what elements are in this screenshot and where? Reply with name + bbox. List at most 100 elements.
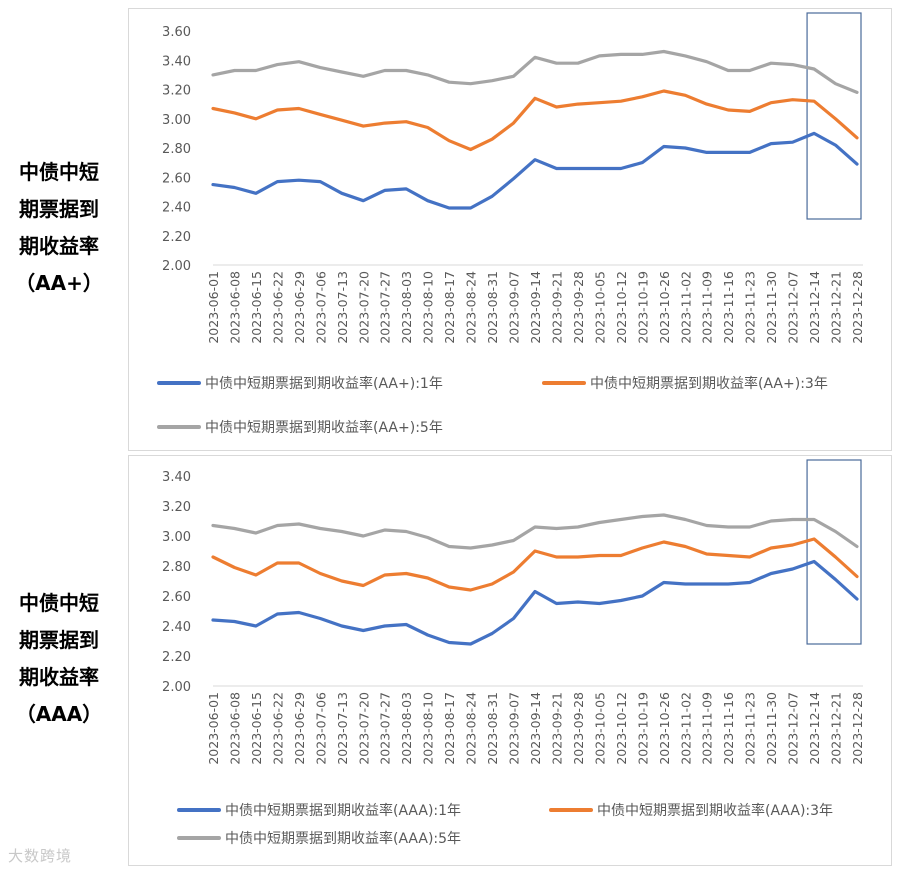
panel-1-label-line: 期收益率 <box>19 234 99 258</box>
x-tick-label: 2023-09-28 <box>571 692 586 765</box>
x-tick-label: 2023-12-07 <box>786 692 801 765</box>
chart-svg-aaa: 2.00 2.20 2.40 2.60 2.80 3.00 3.20 3.40 2023-06-… <box>162 459 865 847</box>
panel-2-label-line: 期收益率 <box>19 665 99 689</box>
y-tick-label: 2.80 <box>162 560 191 575</box>
y-tick-label: 2.00 <box>162 680 191 695</box>
x-tick-label: 2023-10-05 <box>592 692 607 765</box>
x-tick-label: 2023-08-24 <box>464 692 479 765</box>
series-line-3y <box>211 537 859 592</box>
x-tick-label: 2023-07-13 <box>335 271 350 344</box>
x-tick-label: 2023-08-10 <box>421 271 436 344</box>
x-tick-label: 2023-07-20 <box>356 692 371 765</box>
legend-label: 中债中短期票据到期收益率(AAA):3年 <box>597 802 833 819</box>
y-tick-label: 3.20 <box>162 500 191 515</box>
x-tick-label: 2023-12-21 <box>829 692 844 765</box>
series-line-3y <box>211 89 859 152</box>
series-line-5y <box>211 513 859 550</box>
x-tick-label: 2023-06-29 <box>292 271 307 344</box>
x-tick-label: 2023-11-30 <box>764 271 779 344</box>
panel-1-label-line: 期票据到 <box>19 197 99 221</box>
x-tick-label: 2023-06-15 <box>249 692 264 765</box>
series-line-5y <box>211 49 859 95</box>
x-tick-label: 2023-10-19 <box>635 271 650 344</box>
x-tick-label: 2023-08-17 <box>442 271 457 344</box>
x-tick-label: 2023-10-26 <box>657 692 672 765</box>
y-tick-label: 3.40 <box>162 470 191 485</box>
y-tick-label: 2.80 <box>162 142 191 157</box>
x-tick-label: 2023-09-07 <box>507 271 522 344</box>
x-tick-label: 2023-11-23 <box>743 692 758 765</box>
x-tick-label: 2023-09-21 <box>549 271 564 344</box>
x-tick-label: 2023-06-15 <box>249 271 264 344</box>
x-tick-label: 2023-10-26 <box>657 271 672 344</box>
x-tick-label: 2023-06-01 <box>206 271 221 344</box>
x-tick-label: 2023-12-14 <box>807 692 822 765</box>
legend-label: 中债中短期票据到期收益率(AA+):3年 <box>590 375 828 392</box>
legend-label: 中债中短期票据到期收益率(AAA):1年 <box>225 802 461 819</box>
x-tick-label: 2023-09-07 <box>507 692 522 765</box>
x-tick-label: 2023-08-31 <box>485 271 500 344</box>
x-tick-label: 2023-08-24 <box>464 271 479 344</box>
x-tick-label: 2023-11-02 <box>678 692 693 765</box>
x-tick-label: 2023-11-30 <box>764 692 779 765</box>
x-tick-label: 2023-10-19 <box>635 692 650 765</box>
x-tick-label: 2023-10-05 <box>592 271 607 344</box>
x-tick-label: 2023-07-20 <box>356 271 371 344</box>
x-tick-label: 2023-11-16 <box>721 271 736 344</box>
legend-label: 中债中短期票据到期收益率(AAA):5年 <box>225 830 461 847</box>
y-tick-label: 3.40 <box>162 54 191 69</box>
x-tick-label: 2023-06-08 <box>227 692 242 765</box>
y-tick-label: 2.20 <box>162 230 191 245</box>
y-tick-label: 2.60 <box>162 171 191 186</box>
x-tick-label: 2023-07-27 <box>378 271 393 344</box>
y-tick-label: 2.40 <box>162 620 191 635</box>
x-tick-label: 2023-10-12 <box>614 271 629 344</box>
x-tick-label: 2023-07-06 <box>313 692 328 765</box>
panel-2-label-line: 中债中短 <box>19 591 99 615</box>
x-tick-label: 2023-09-14 <box>528 271 543 344</box>
x-tick-label: 2023-09-21 <box>549 692 564 765</box>
y-tick-label: 3.00 <box>162 530 191 545</box>
highlight-box <box>806 12 862 220</box>
x-tick-label: 2023-08-03 <box>399 271 414 344</box>
x-tick-label: 2023-07-13 <box>335 692 350 765</box>
x-tick-label: 2023-11-09 <box>700 271 715 344</box>
chart-svg-aa-plus: 2.00 2.20 2.40 2.60 2.80 3.00 3.20 3.40 3.60 2023… <box>157 12 865 436</box>
x-tick-label: 2023-06-29 <box>292 692 307 765</box>
x-tick-label: 2023-12-07 <box>786 271 801 344</box>
y-tick-label: 2.00 <box>162 259 191 274</box>
x-tick-label: 2023-06-22 <box>270 692 285 765</box>
x-tick-label: 2023-06-01 <box>206 692 221 765</box>
x-tick-label: 2023-11-23 <box>743 271 758 344</box>
legend-label: 中债中短期票据到期收益率(AA+):5年 <box>205 419 443 436</box>
x-tick-label: 2023-09-14 <box>528 692 543 765</box>
y-tick-label: 3.00 <box>162 113 191 128</box>
chart-panel-aaa: 2.00 2.20 2.40 2.60 2.80 3.00 3.20 3.40 2023-06-… <box>128 455 892 866</box>
panel-2-label-line: （AAA） <box>15 702 103 726</box>
panel-1-label: 中债中短 期票据到 期收益率 （AA+） <box>0 154 118 302</box>
x-tick-label: 2023-07-06 <box>313 271 328 344</box>
series-line-1y <box>211 559 859 646</box>
highlight-box <box>806 459 862 645</box>
y-tick-label: 2.20 <box>162 650 191 665</box>
x-tick-label: 2023-08-31 <box>485 692 500 765</box>
x-tick-label: 2023-08-17 <box>442 692 457 765</box>
x-tick-label: 2023-11-16 <box>721 692 736 765</box>
x-tick-label: 2023-08-10 <box>421 692 436 765</box>
y-tick-label: 2.40 <box>162 201 191 216</box>
x-tick-label: 2023-12-21 <box>829 271 844 344</box>
chart-panel-aa-plus: 2.00 2.20 2.40 2.60 2.80 3.00 3.20 3.40 3.60 2023… <box>128 8 892 451</box>
x-tick-label: 2023-12-28 <box>850 271 865 344</box>
y-tick-label: 3.60 <box>162 25 191 40</box>
x-tick-label: 2023-06-22 <box>270 271 285 344</box>
watermark: 大数跨境 <box>8 847 73 865</box>
x-tick-label: 2023-09-28 <box>571 271 586 344</box>
x-tick-label: 2023-07-27 <box>378 692 393 765</box>
panel-2-label: 中债中短 期票据到 期收益率 （AAA） <box>0 585 118 733</box>
y-tick-label: 3.20 <box>162 84 191 99</box>
legend-label: 中债中短期票据到期收益率(AA+):1年 <box>205 375 443 392</box>
x-tick-label: 2023-06-08 <box>227 271 242 344</box>
y-tick-label: 2.60 <box>162 590 191 605</box>
panel-2-label-line: 期票据到 <box>19 628 99 652</box>
x-tick-label: 2023-11-02 <box>678 271 693 344</box>
